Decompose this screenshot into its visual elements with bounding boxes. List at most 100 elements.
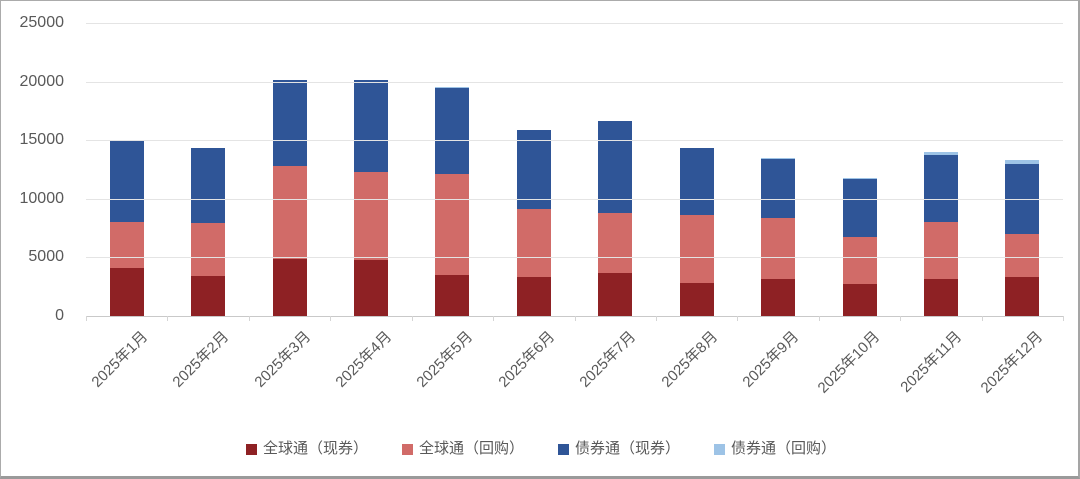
x-tick-label: 2025年12月 <box>977 328 1047 397</box>
gridline-15000 <box>86 140 1063 142</box>
stacked-bar-2025年12月 <box>1005 23 1040 316</box>
x-axis-tick <box>248 316 250 321</box>
bar-segment-全球通（回购） <box>516 209 551 278</box>
bar-segment-债券通（回购） <box>272 79 307 81</box>
bar-segment-全球通（回购） <box>923 222 958 279</box>
bar-segment-债券通（回购） <box>516 129 551 131</box>
bar-column <box>86 23 167 316</box>
bar-segment-债券通（现券） <box>353 80 388 172</box>
bar-segment-全球通（现券） <box>1005 277 1040 316</box>
bar-segment-债券通（现券） <box>435 88 470 175</box>
stacked-bar-2025年1月 <box>109 23 144 316</box>
bar-column <box>819 23 900 316</box>
bar-segment-债券通（回购） <box>598 120 633 122</box>
bar-segment-全球通（回购） <box>598 212 633 273</box>
stacked-bar-2025年11月 <box>923 23 958 316</box>
x-tick-label: 2025年11月 <box>897 328 966 396</box>
x-axis-tick <box>86 316 87 321</box>
x-axis-tick <box>981 316 983 321</box>
bar-columns <box>86 23 1063 316</box>
bar-segment-债券通（现券） <box>679 148 714 216</box>
bar-segment-全球通（现券） <box>679 283 714 316</box>
bar-column <box>249 23 330 316</box>
stacked-bar-2025年10月 <box>842 23 877 316</box>
x-tick-label: 2025年9月 <box>739 328 803 391</box>
plot-area <box>86 23 1063 317</box>
legend-item-债券通（回购）: 债券通（回购） <box>714 439 836 459</box>
bar-segment-全球通（回购） <box>842 237 877 285</box>
x-axis-tick <box>1063 316 1064 321</box>
bar-segment-债券通（回购） <box>679 147 714 149</box>
bar-segment-债券通（回购） <box>435 87 470 89</box>
bar-segment-全球通（现券） <box>761 278 796 316</box>
bar-segment-全球通（回购） <box>109 222 144 268</box>
bar-segment-全球通（回购） <box>191 223 226 277</box>
bar-column <box>656 23 737 316</box>
bar-segment-全球通（现券） <box>516 277 551 316</box>
x-tick-label: 2025年7月 <box>576 328 640 391</box>
bar-segment-债券通（现券） <box>109 141 144 223</box>
bar-segment-全球通（回购） <box>435 174 470 275</box>
gridline-20000 <box>86 81 1063 83</box>
stacked-bar-2025年7月 <box>598 23 633 316</box>
bar-segment-债券通（回购） <box>923 151 958 155</box>
y-tick-label: 5000 <box>28 248 64 266</box>
bar-column <box>982 23 1063 316</box>
legend-marker-icon <box>714 443 726 455</box>
stacked-bar-2025年4月 <box>353 23 388 316</box>
stacked-bar-2025年3月 <box>272 23 307 316</box>
y-tick-label: 15000 <box>19 131 65 149</box>
x-axis-tick <box>330 316 332 321</box>
x-axis-tick <box>167 316 169 321</box>
stacked-bar-2025年9月 <box>761 23 796 316</box>
legend-marker-icon <box>245 443 257 455</box>
bar-segment-全球通（现券） <box>598 272 633 316</box>
x-axis-tick <box>818 316 820 321</box>
bar-segment-债券通（现券） <box>842 179 877 238</box>
y-tick-label: 0 <box>55 307 64 324</box>
legend-label: 全球通（现券） <box>262 440 368 457</box>
bar-column <box>737 23 818 316</box>
chart-legend: 全球通（现券） 全球通（回购） 债券通（现券） 债券通（回购） <box>1 438 1078 460</box>
bar-column <box>575 23 656 316</box>
bar-column <box>900 23 981 316</box>
bar-column <box>493 23 574 316</box>
x-axis-tick <box>493 316 495 321</box>
x-axis-tick <box>737 316 739 321</box>
bar-segment-全球通（现券） <box>109 267 144 316</box>
x-tick-label: 2025年2月 <box>169 328 233 391</box>
legend-item-债券通（现券）: 债券通（现券） <box>558 439 680 459</box>
x-axis-tick <box>655 316 657 321</box>
legend-label: 全球通（回购） <box>418 440 524 457</box>
x-tick-label: 2025年3月 <box>250 328 314 391</box>
legend-label: 债券通（现券） <box>575 440 681 457</box>
x-tick-label: 2025年5月 <box>413 328 477 391</box>
stacked-bar-2025年2月 <box>191 23 226 316</box>
bar-segment-债券通（现券） <box>272 80 307 166</box>
y-tick-label: 10000 <box>19 189 65 207</box>
y-tick-label: 20000 <box>19 72 65 90</box>
bar-segment-债券通（现券） <box>761 158 796 218</box>
legend-item-全球通（现券）: 全球通（现券） <box>245 439 368 459</box>
bar-segment-债券通（现券） <box>191 148 226 224</box>
bar-segment-债券通（现券） <box>598 121 633 213</box>
x-axis-tick <box>411 316 413 321</box>
stacked-bar-2025年8月 <box>679 23 714 316</box>
bar-column <box>330 23 411 316</box>
x-tick-label: 2025年8月 <box>658 328 721 391</box>
gridline-25000 <box>86 23 1063 24</box>
bar-segment-债券通（回购） <box>761 158 796 159</box>
bar-segment-债券通（回购） <box>842 178 877 180</box>
y-axis: 0 5000 10000 15000 20000 25000 <box>1 1 65 341</box>
bar-segment-全球通（现券） <box>923 278 958 316</box>
bar-segment-全球通（回购） <box>272 166 307 259</box>
bar-segment-全球通（现券） <box>191 276 226 316</box>
legend-marker-icon <box>401 443 413 455</box>
x-axis-tick <box>574 316 576 321</box>
bar-segment-全球通（回购） <box>761 217 796 279</box>
gridline-5000 <box>86 257 1063 259</box>
bar-segment-全球通（现券） <box>435 274 470 316</box>
bar-segment-债券通（回购） <box>1005 160 1040 164</box>
legend-label: 债券通（回购） <box>731 440 837 457</box>
